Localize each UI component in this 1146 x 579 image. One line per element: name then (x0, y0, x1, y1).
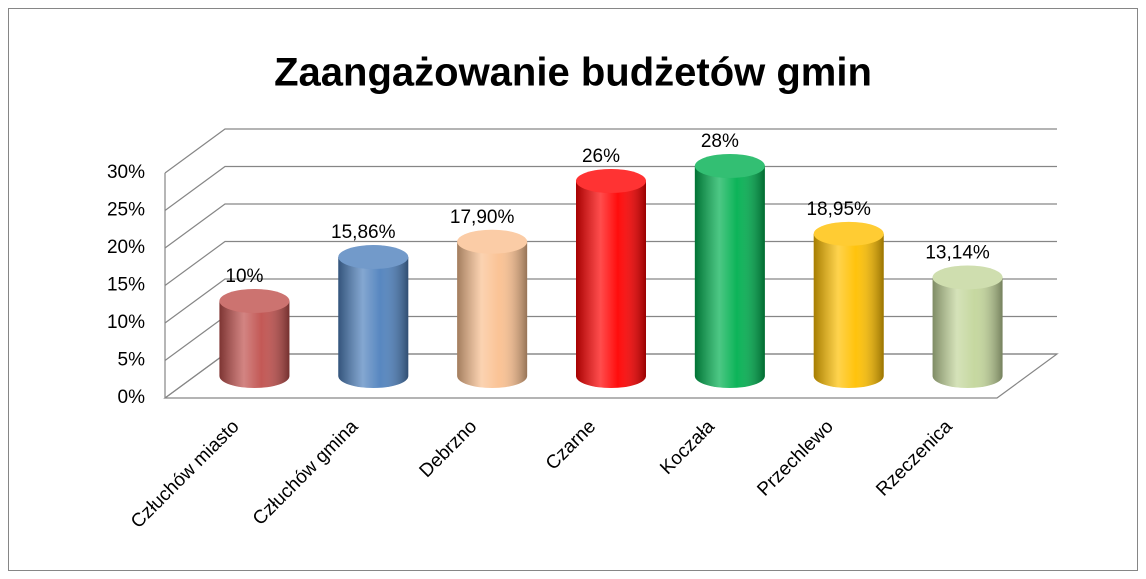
bar-top (694, 154, 765, 178)
y-tick-label: 20% (107, 237, 145, 258)
y-tick-label: 10% (107, 312, 145, 333)
bar-shading (576, 181, 646, 388)
bar-shading (457, 241, 528, 388)
grid-line (164, 165, 1057, 211)
grid-line (164, 128, 1057, 174)
chart-title: Zaangażowanie budżetów gmin (274, 51, 872, 95)
bar-top (932, 265, 1003, 290)
bar-shading (932, 277, 1003, 389)
bar-shading (338, 257, 409, 389)
bar-top-shine (338, 245, 409, 270)
y-tick-label: 30% (107, 162, 145, 183)
value-label: 26% (582, 146, 620, 167)
bar-top-shine (576, 169, 646, 193)
grid-line (164, 203, 1057, 249)
bar-top (457, 229, 528, 254)
grid-line (164, 240, 1057, 286)
bar-top-shine (457, 229, 528, 254)
bar-shading (694, 166, 765, 389)
bar-top-shine (932, 265, 1003, 290)
y-tick-label: 0% (118, 387, 146, 408)
value-label: 10% (225, 266, 263, 287)
bar-top (219, 289, 290, 313)
y-tick-label: 15% (107, 275, 145, 296)
value-label: 13,14% (925, 242, 990, 263)
grid-line (164, 278, 1057, 324)
bar-top-shine (694, 154, 765, 178)
y-tick-label: 5% (118, 350, 146, 371)
value-label: 17,90% (450, 207, 515, 228)
value-label: 18,95% (806, 199, 871, 220)
value-label: 28% (701, 131, 739, 152)
value-label: 15,86% (331, 222, 396, 243)
bar-shading (813, 233, 884, 389)
bar-top-shine (219, 289, 290, 313)
bar-shading (219, 301, 290, 388)
y-tick-label: 25% (107, 200, 145, 221)
bar-top (813, 221, 884, 246)
bar-top (338, 245, 409, 270)
bar-top-shine (813, 221, 884, 246)
bar-top (576, 169, 646, 193)
